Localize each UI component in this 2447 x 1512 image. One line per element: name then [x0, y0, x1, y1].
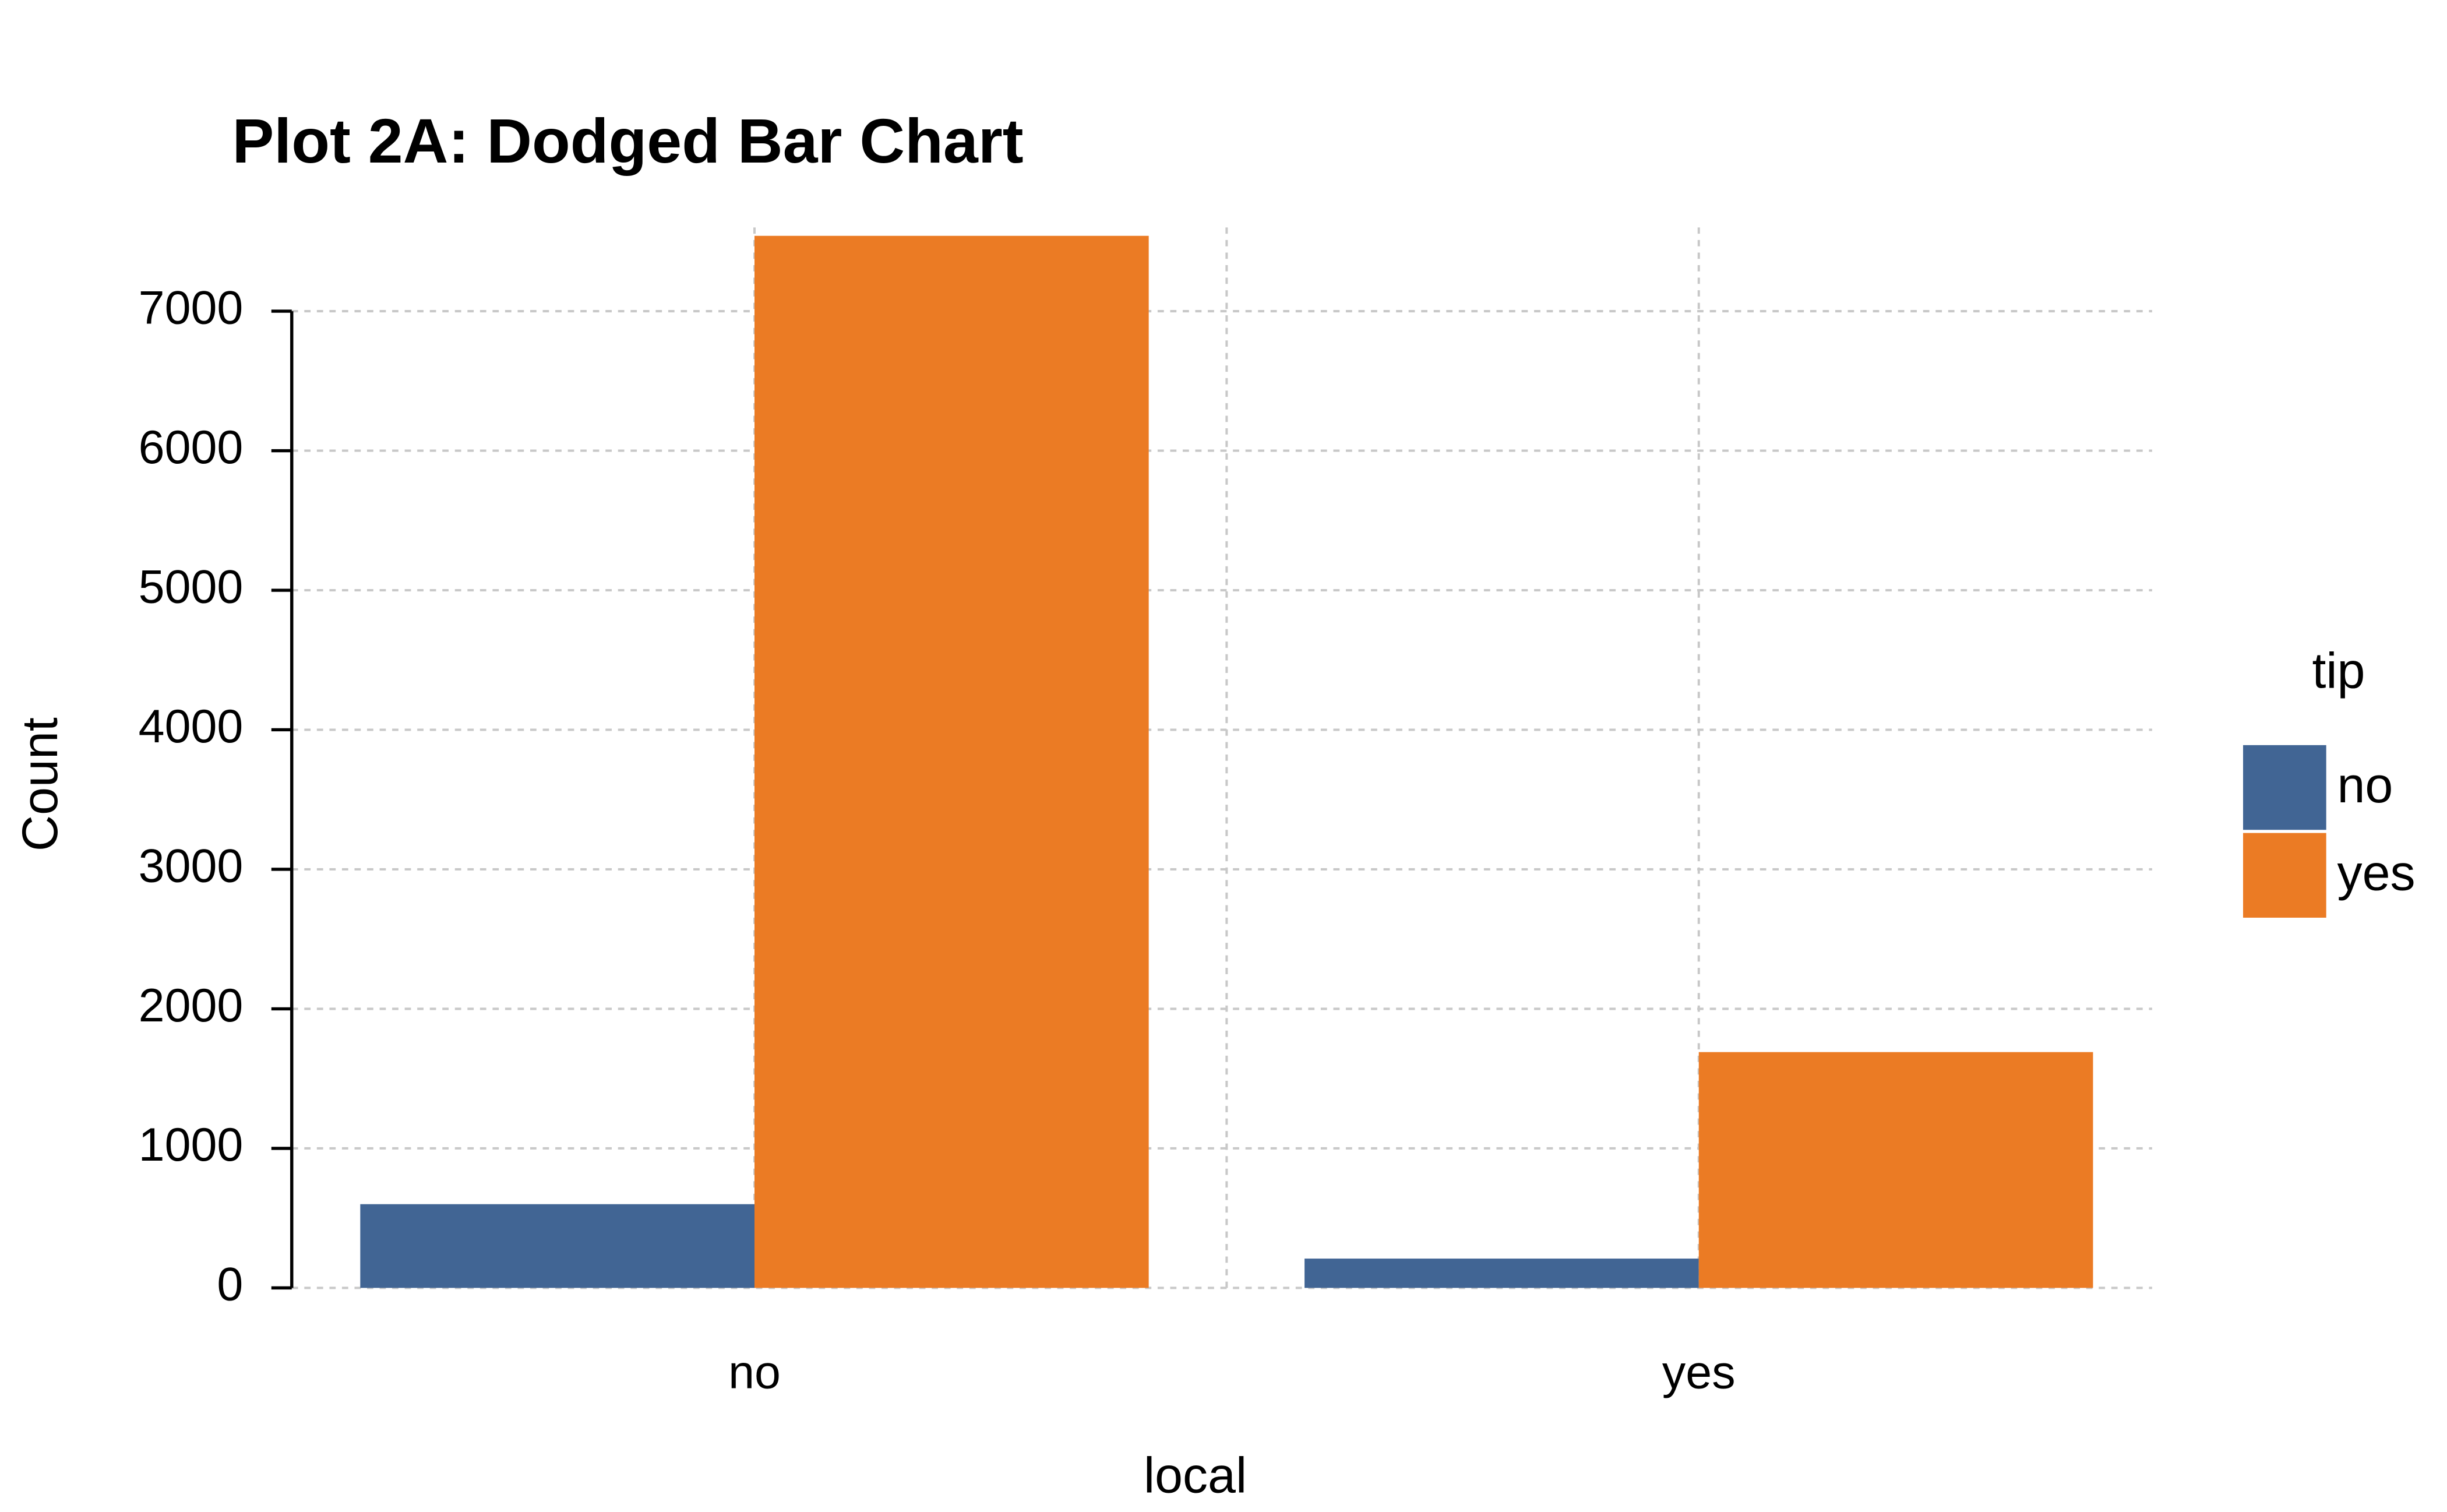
y-tick-label: 1000 — [139, 1119, 244, 1171]
y-tick-label: 2000 — [139, 979, 244, 1032]
y-axis-title: Count — [12, 717, 68, 851]
legend-label: no — [2337, 757, 2393, 813]
bar — [360, 1204, 755, 1288]
x-axis-title: local — [1144, 1448, 1247, 1504]
x-tick-label: yes — [1662, 1346, 1736, 1398]
y-tick-label: 6000 — [139, 421, 244, 474]
bar — [1698, 1052, 2093, 1288]
y-tick-label: 0 — [217, 1259, 243, 1311]
y-tick-label: 3000 — [139, 840, 244, 892]
x-tick-label: no — [728, 1346, 781, 1398]
chart-title: Plot 2A: Dodged Bar Chart — [232, 106, 1023, 176]
bar — [754, 235, 1149, 1288]
y-tick-label: 7000 — [139, 281, 244, 334]
y-tick-label: 4000 — [139, 700, 244, 753]
legend-key — [2243, 745, 2326, 830]
bar — [1304, 1259, 1699, 1288]
legend-label: yes — [2337, 845, 2416, 901]
legend-title: tip — [2312, 643, 2365, 699]
legend-key — [2243, 833, 2326, 918]
y-tick-label: 5000 — [139, 561, 244, 613]
